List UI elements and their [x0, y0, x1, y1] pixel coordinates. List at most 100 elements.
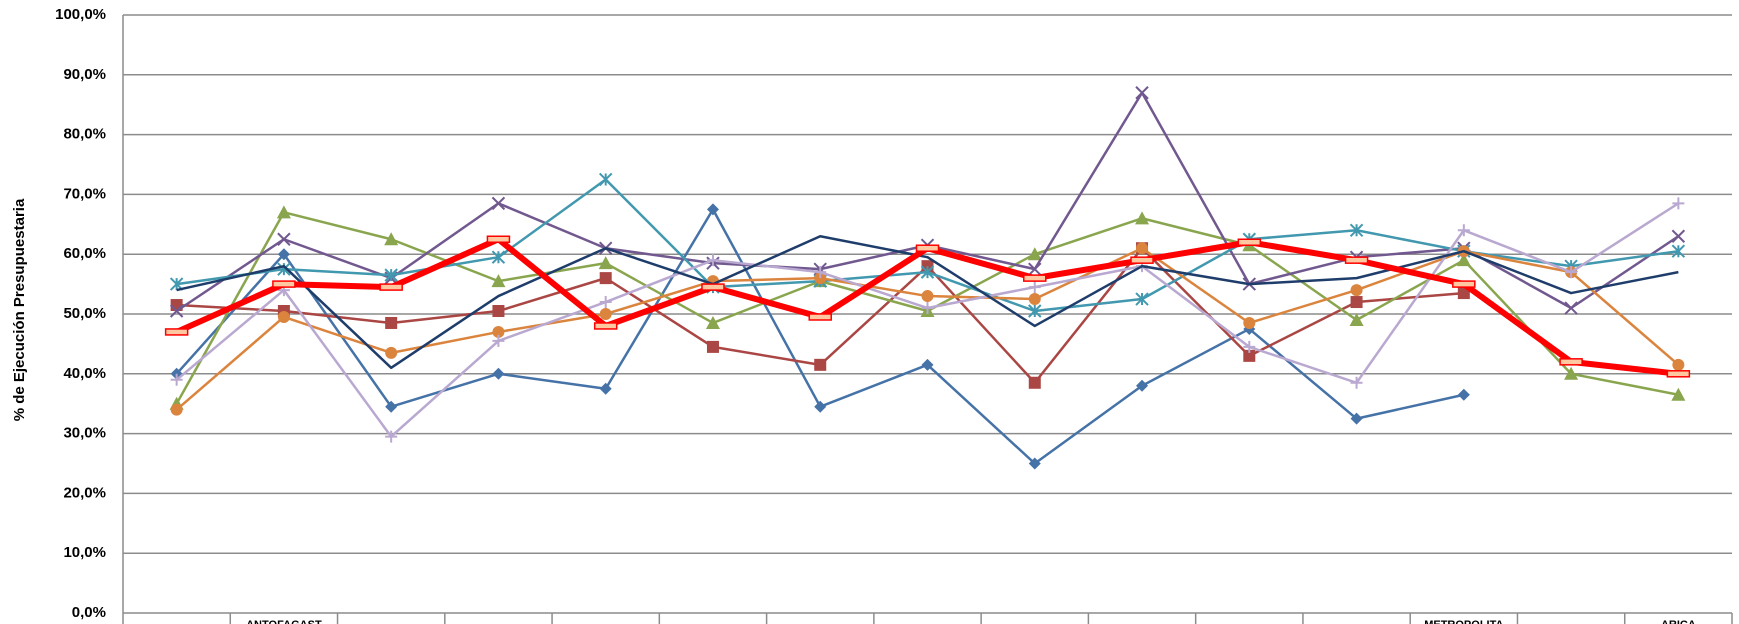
marker	[1350, 376, 1363, 389]
marker	[1564, 366, 1579, 380]
marker	[1028, 304, 1042, 318]
y-tick-label: 100,0%	[55, 6, 106, 23]
y-tick-label: 10,0%	[63, 544, 106, 561]
marker	[921, 290, 934, 303]
marker	[705, 315, 720, 329]
marker	[1027, 247, 1042, 261]
marker	[814, 266, 827, 279]
marker	[277, 310, 290, 323]
marker	[1350, 284, 1363, 297]
y-tick-label: 30,0%	[63, 425, 106, 442]
marker	[1028, 262, 1042, 276]
y-tick-label: 0,0%	[72, 604, 106, 621]
marker	[1564, 301, 1578, 315]
marker	[1671, 229, 1686, 243]
marker	[1130, 256, 1154, 264]
y-tick-label: 90,0%	[63, 66, 106, 83]
marker	[491, 274, 506, 288]
marker	[599, 308, 612, 320]
marker	[1672, 197, 1685, 210]
series-line	[175, 91, 1680, 313]
marker	[1350, 412, 1363, 425]
y-axis-title: % de Ejecución Presupuestaria	[11, 198, 28, 421]
y-tick-label: 60,0%	[63, 245, 106, 262]
marker	[164, 328, 189, 336]
marker	[593, 322, 618, 330]
marker	[492, 367, 505, 380]
marker	[1243, 316, 1256, 329]
marker	[1028, 281, 1041, 294]
marker	[598, 256, 613, 270]
y-tick-label: 40,0%	[63, 365, 106, 382]
marker	[598, 172, 613, 187]
marker	[1237, 238, 1262, 246]
marker	[1344, 256, 1369, 264]
marker	[706, 254, 719, 267]
marker	[170, 403, 183, 416]
marker	[276, 205, 291, 219]
marker	[921, 358, 934, 371]
series-line	[176, 235, 1679, 370]
marker	[1136, 379, 1149, 392]
marker	[1135, 292, 1149, 306]
marker	[1349, 312, 1364, 326]
series-line	[175, 202, 1680, 438]
marker	[379, 283, 403, 291]
marker	[492, 334, 505, 347]
marker	[1135, 86, 1149, 100]
marker	[1672, 358, 1685, 371]
marker	[814, 400, 827, 413]
marker	[1350, 296, 1363, 309]
marker	[277, 232, 291, 246]
marker	[170, 373, 183, 386]
marker	[385, 316, 398, 329]
marker	[384, 268, 398, 282]
marker	[599, 296, 612, 309]
marker	[814, 358, 827, 371]
marker	[1028, 457, 1041, 470]
marker	[1028, 376, 1041, 389]
marker	[808, 313, 832, 321]
marker	[1671, 244, 1686, 258]
marker	[1456, 253, 1471, 267]
marker	[599, 272, 612, 285]
x-tick-label: METROPOLITA	[1424, 619, 1503, 624]
marker	[701, 283, 725, 291]
marker	[169, 304, 184, 318]
marker	[706, 203, 719, 216]
y-tick-label: 80,0%	[63, 126, 106, 143]
marker	[1559, 358, 1583, 366]
marker	[1349, 223, 1364, 237]
marker	[492, 305, 505, 318]
marker	[1457, 388, 1470, 401]
x-tick-label: ARICA	[1661, 619, 1696, 624]
marker	[385, 400, 398, 413]
marker	[491, 196, 506, 211]
marker	[272, 280, 296, 288]
marker	[706, 340, 719, 353]
marker	[1243, 349, 1256, 362]
marker	[1565, 266, 1578, 279]
marker	[1457, 287, 1470, 300]
marker	[1243, 340, 1256, 353]
y-tick-label: 70,0%	[63, 185, 106, 202]
marker	[492, 325, 505, 338]
marker	[1136, 242, 1149, 255]
marker	[599, 382, 612, 395]
marker	[491, 250, 506, 264]
marker	[277, 248, 290, 261]
marker	[385, 430, 398, 443]
marker	[915, 244, 940, 252]
marker	[1135, 211, 1150, 225]
y-tick-label: 20,0%	[63, 484, 106, 501]
marker	[1452, 280, 1476, 288]
marker	[920, 265, 935, 279]
marker	[384, 232, 399, 246]
marker	[1671, 387, 1686, 401]
marker	[1023, 274, 1047, 282]
y-tick-label: 50,0%	[63, 305, 106, 322]
marker	[1457, 224, 1470, 237]
marker	[1666, 370, 1691, 378]
x-tick-label: ANTOFAGAST	[246, 619, 322, 624]
